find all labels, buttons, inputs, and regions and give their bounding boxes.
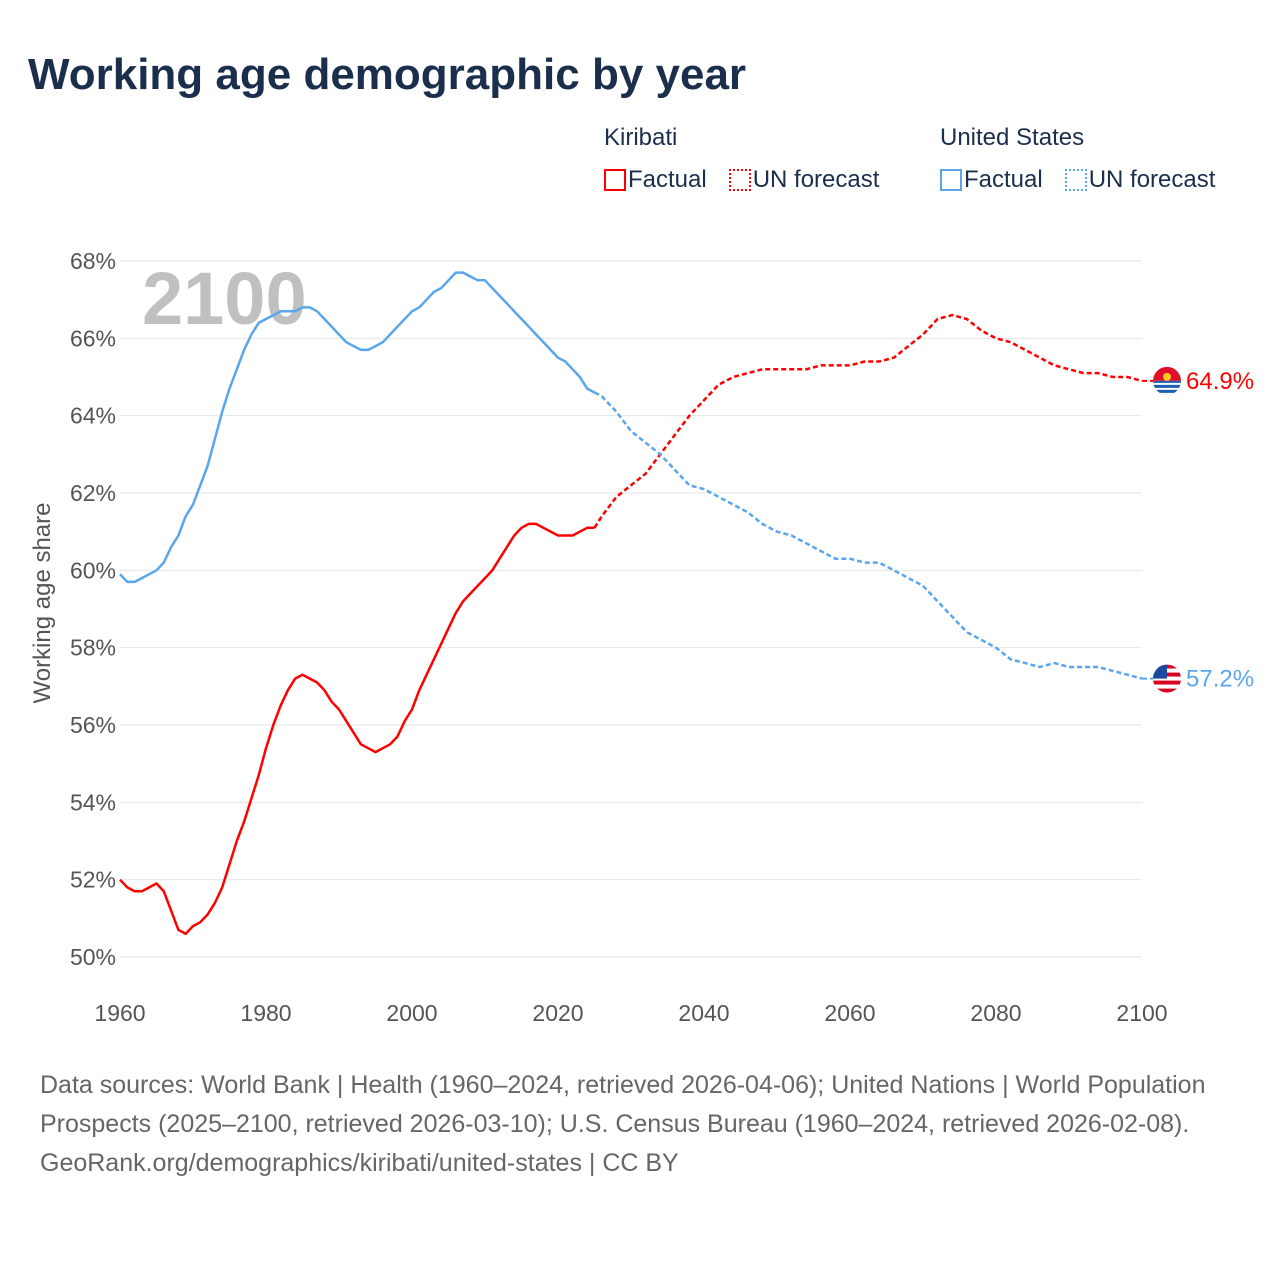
series-line-united-states-forecast — [593, 391, 1143, 680]
legend-country-label: Kiribati — [604, 124, 678, 151]
source-link[interactable]: GeoRank.org/demographics/kiribati/united… — [40, 1149, 679, 1177]
y-tick-label: 50% — [70, 944, 116, 970]
y-tick-label: 64% — [70, 403, 116, 429]
y-tick-label: 58% — [70, 635, 116, 661]
data-sources: Data sources: World Bank | Health (1960–… — [40, 1071, 1206, 1138]
dotted-swatch-icon — [1064, 169, 1087, 191]
legend-country-label: United States — [940, 124, 1085, 151]
y-tick-label: 68% — [70, 248, 116, 274]
united-states-flag-icon — [1153, 664, 1181, 693]
x-tick-label: 1960 — [94, 1000, 145, 1026]
kiribati-flag-icon — [1153, 366, 1181, 395]
series-line-united-states-factual — [119, 271, 596, 584]
legend-item-us-factual[interactable]: Factual — [940, 166, 1043, 194]
y-axis-label: Working age share — [29, 503, 56, 704]
legend-item-kiribati-factual[interactable]: Factual — [604, 166, 707, 194]
chart-title: Working age demographic by year — [28, 50, 747, 99]
legend-item-us-forecast[interactable]: UN forecast — [1064, 166, 1216, 194]
series-line-kiribati-factual — [119, 522, 595, 936]
solid-swatch-icon — [604, 169, 626, 191]
legend-label: Factual — [628, 166, 707, 193]
x-tick-label: 2080 — [970, 1000, 1021, 1026]
x-tick-label: 2020 — [532, 1000, 583, 1026]
line-chart: 50% 52% 54% 56% 58% 60% 62% 64% 66% 68% 1960 1980 20… — [29, 248, 1254, 1026]
x-tick-label: 2000 — [386, 1000, 437, 1026]
year-watermark: 2100 — [142, 257, 307, 340]
y-tick-label: 60% — [70, 557, 116, 583]
dotted-swatch-icon — [728, 169, 751, 191]
end-value-label: 64.9% — [1186, 368, 1254, 395]
x-tick-label: 2040 — [678, 1000, 729, 1026]
legend-united-states: United States Factual UN forecast — [940, 124, 1215, 194]
footer: Data sources: World Bank | Health (1960–… — [40, 1066, 1240, 1183]
legend-label: Factual — [964, 166, 1043, 193]
end-value-label: 57.2% — [1186, 666, 1254, 693]
solid-swatch-icon — [940, 169, 962, 191]
x-tick-label: 2100 — [1116, 1000, 1167, 1026]
y-tick-label: 52% — [70, 867, 116, 893]
legend-kiribati: Kiribati Factual UN forecast — [604, 124, 895, 194]
legend-label: UN forecast — [752, 166, 880, 193]
x-tick-label: 1980 — [240, 1000, 291, 1026]
legend-label: UN forecast — [1088, 166, 1216, 193]
y-tick-label: 62% — [70, 480, 116, 506]
legend-item-kiribati-forecast[interactable]: UN forecast — [728, 166, 880, 194]
y-tick-label: 66% — [70, 325, 116, 351]
y-tick-label: 56% — [70, 712, 116, 738]
series-line-kiribati-forecast — [593, 313, 1143, 529]
x-tick-label: 2060 — [824, 1000, 875, 1026]
y-tick-label: 54% — [70, 789, 116, 815]
